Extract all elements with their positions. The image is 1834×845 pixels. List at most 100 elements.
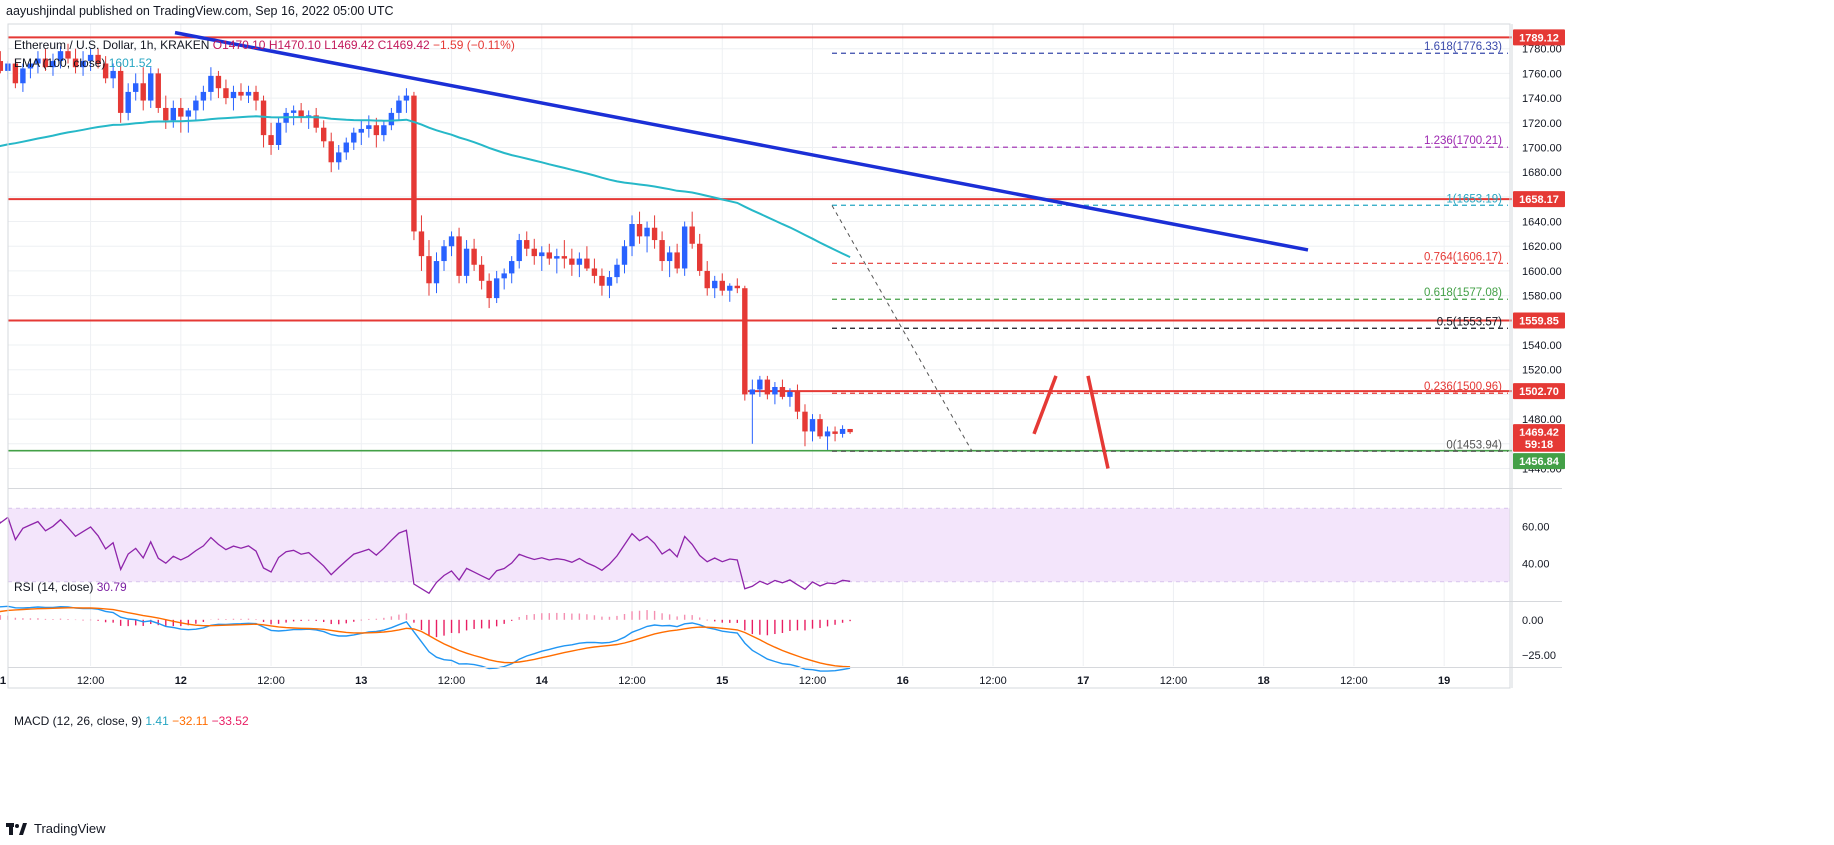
macd-axis: 0.00 −25.00 <box>1522 615 1556 662</box>
time-tick-label: 14 <box>536 675 549 687</box>
candle-body <box>298 110 304 118</box>
candle-body <box>343 142 349 153</box>
candle-body <box>576 258 583 265</box>
candle-body <box>824 431 831 437</box>
candle-body <box>621 246 628 265</box>
candle-body <box>238 91 244 96</box>
candle-body <box>253 91 259 101</box>
time-tick-label: 18 <box>1258 675 1270 687</box>
rsi-label: RSI (14, close) <box>14 580 94 594</box>
candle-body <box>411 95 417 232</box>
candle-body <box>245 91 252 96</box>
candle-body <box>509 261 515 274</box>
price-tag <box>1513 435 1565 452</box>
candle-body <box>839 428 846 434</box>
time-tick-label: 17 <box>1077 675 1089 687</box>
fib-level-label: 0.236(1500.96) <box>1424 381 1502 393</box>
candle-body <box>712 280 718 289</box>
rsi-value: 30.79 <box>96 580 127 594</box>
candle-body <box>230 91 237 99</box>
candle-body <box>381 125 387 136</box>
candle-body <box>155 73 161 108</box>
rsi-axis: 40.00 60.00 <box>1522 522 1550 571</box>
change-value: −1.59 (−0.11%) <box>433 38 515 52</box>
candle-body <box>366 125 372 129</box>
candle-body <box>719 280 725 291</box>
candle-body <box>681 226 688 269</box>
candle-body <box>35 58 41 64</box>
candle-body <box>809 419 816 432</box>
candle-body <box>275 122 282 145</box>
rsi-band <box>8 508 1510 582</box>
candle-body <box>772 386 778 395</box>
candle-body <box>133 83 139 92</box>
tradingview-logo-icon <box>6 822 27 835</box>
candle-body <box>200 91 207 101</box>
candle-body <box>734 285 740 289</box>
candle-body <box>426 256 432 284</box>
candle-body <box>629 224 635 247</box>
candle-body <box>554 256 560 259</box>
candle-body <box>193 100 199 111</box>
candle-body <box>42 58 49 68</box>
fib-level-label: 1(1653.19) <box>1446 193 1502 205</box>
candle-body <box>268 135 274 145</box>
chart-border <box>7 23 1511 689</box>
time-tick-label: 12:00 <box>77 675 105 687</box>
candle-body <box>358 128 364 133</box>
time-tick-label: 12:00 <box>1160 675 1188 687</box>
time-tick-label: 19 <box>1438 675 1450 687</box>
candle-body <box>478 264 485 281</box>
candle-body <box>223 88 229 99</box>
price-tag-label: 59:18 <box>1525 439 1553 451</box>
candle-body <box>185 110 192 117</box>
candle-body <box>170 107 176 121</box>
price-tick-label: 1580.00 <box>1522 291 1562 303</box>
candle-body <box>757 379 763 390</box>
time-tick-label: 12 <box>175 675 187 687</box>
candle-body <box>787 391 793 397</box>
price-legend: Ethereum / U.S. Dollar, 1h, KRAKEN O1470… <box>14 38 515 52</box>
candle-body <box>531 248 537 257</box>
time-tick-label: 11 <box>0 675 6 687</box>
candle-body <box>659 240 665 262</box>
candles <box>0 43 853 450</box>
price-tick-label: 1740.00 <box>1522 93 1562 105</box>
open-value: O1470.10 <box>212 38 266 52</box>
candle-body <box>666 252 673 262</box>
candle-body <box>328 141 334 163</box>
candle-body <box>140 83 146 101</box>
macd-value-3: −33.52 <box>211 714 249 728</box>
price-tick-label: 1700.00 <box>1522 142 1562 154</box>
time-tick-label: 15 <box>716 675 728 687</box>
candle-body <box>614 264 620 278</box>
price-tag <box>1513 453 1565 470</box>
price-tick-label: 1520.00 <box>1522 365 1562 377</box>
candle-body <box>110 70 116 79</box>
candle-body <box>57 51 64 62</box>
rsi-line <box>0 516 851 595</box>
brand[interactable]: TradingView <box>6 821 106 836</box>
fib-level-label: 0.764(1606.17) <box>1424 251 1502 263</box>
candle-body <box>689 226 695 244</box>
candle-body <box>80 61 86 68</box>
candle-body <box>704 270 710 289</box>
candle-body <box>727 285 733 291</box>
candle-body <box>27 63 34 69</box>
price-tick-label: 1680.00 <box>1522 167 1562 179</box>
candle-body <box>471 248 477 265</box>
candle-body <box>441 246 447 262</box>
candle-body <box>433 261 440 284</box>
candle-body <box>336 152 342 163</box>
horizontal-lines <box>8 36 1512 452</box>
macd-tick-label: 0.00 <box>1522 615 1543 627</box>
candle-body <box>546 252 552 259</box>
macd-histogram <box>0 610 851 638</box>
symbol-label: Ethereum / U.S. Dollar, 1h, KRAKEN <box>14 38 210 52</box>
candle-body <box>351 132 357 143</box>
time-tick-label: 12:00 <box>979 675 1007 687</box>
fib-level-label: 0.618(1577.08) <box>1424 287 1502 299</box>
time-tick-label: 16 <box>897 675 909 687</box>
candle-body <box>290 110 297 113</box>
